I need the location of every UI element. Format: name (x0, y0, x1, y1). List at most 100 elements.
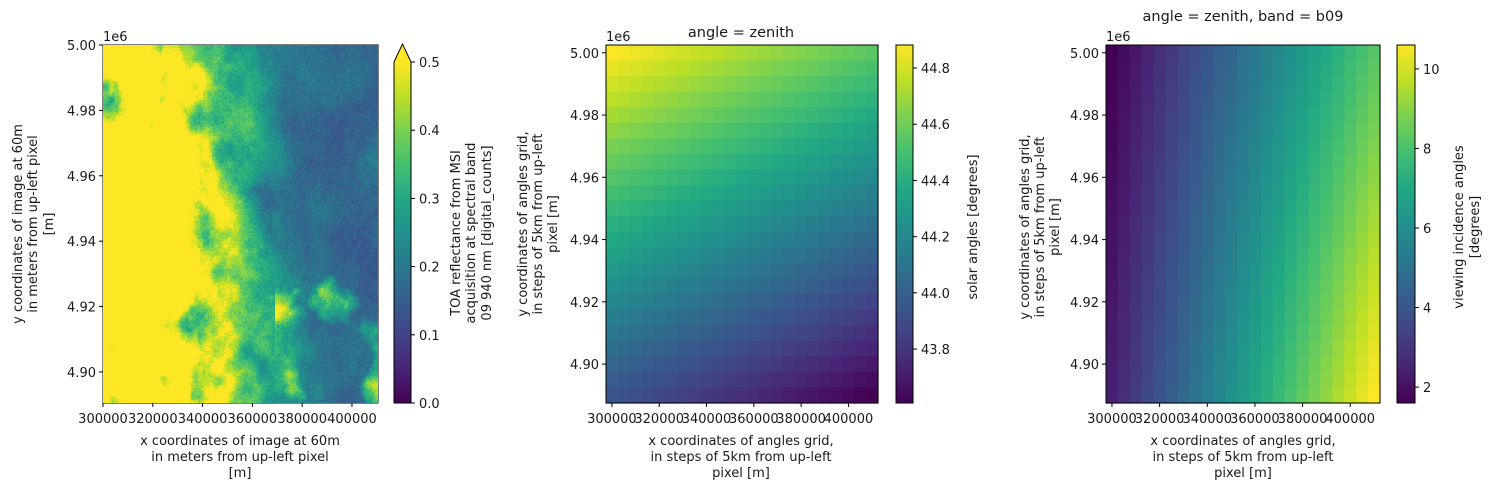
heatmap-cell (665, 122, 678, 139)
heatmap-cell (617, 371, 631, 389)
heatmap-cell (688, 138, 702, 155)
heatmap-cell (1272, 122, 1286, 139)
heatmap-cell (1284, 122, 1298, 139)
heatmap-cell (1213, 325, 1226, 342)
heatmap-cell (1141, 60, 1155, 77)
heatmap-cell (854, 45, 867, 62)
heatmap-cell (688, 216, 702, 233)
x-axis-label: pixel [m] (1214, 466, 1272, 481)
y-axis-label: in meters from up-left pixel (26, 135, 41, 313)
colorbar-label: solar angles [degrees] (966, 154, 981, 299)
heatmap-cell (1153, 247, 1167, 264)
heatmap-cell (818, 200, 832, 217)
heatmap-cell (1177, 60, 1190, 77)
heatmap-cell (1308, 138, 1322, 155)
heatmap-cell (795, 200, 808, 217)
heatmap-cell (759, 76, 773, 93)
heatmap-cell (712, 309, 725, 326)
heatmap-cell (1177, 231, 1190, 248)
y-tick-label: 4.94 (67, 235, 96, 250)
colorbar-label: TOA reflectance from MSI (449, 150, 464, 317)
heatmap-cell (818, 325, 832, 342)
y-tick-label: 4.98 (570, 109, 599, 124)
heatmap-cell (1272, 200, 1286, 217)
heatmap-cell (1141, 294, 1155, 311)
heatmap-cell (736, 356, 749, 373)
heatmap-cell (1320, 107, 1333, 124)
heatmap-cell (759, 278, 773, 295)
heatmap-cell (1141, 122, 1155, 139)
heatmap-cell (1213, 76, 1226, 93)
heatmap-cell (1189, 76, 1202, 93)
heatmap-cell (712, 247, 725, 264)
heatmap-cell (1368, 45, 1381, 62)
heatmap-cell (629, 153, 643, 171)
heatmap-cell (1272, 91, 1286, 108)
heatmap-cell (688, 76, 702, 93)
heatmap-cell (1189, 169, 1202, 186)
heatmap-cell (1308, 356, 1322, 373)
heatmap-cell (724, 340, 737, 357)
heatmap-cell (818, 216, 832, 233)
heatmap-cell (1225, 60, 1238, 77)
heatmap-cell (1356, 45, 1369, 62)
heatmap-cell (1213, 262, 1226, 280)
heatmap-cell (1213, 91, 1226, 108)
heatmap-cell (1117, 356, 1131, 373)
x-axis-label: pixel [m] (712, 466, 770, 481)
heatmap-cell (1368, 107, 1381, 124)
heatmap-cell (1225, 231, 1238, 248)
heatmap-cell (1106, 45, 1119, 62)
x-axis-label: x coordinates of angles grid, (648, 434, 833, 449)
heatmap-cell (724, 247, 737, 264)
heatmap-cell (653, 216, 666, 233)
heatmap-cell (807, 107, 820, 124)
heatmap-cell (1332, 185, 1345, 202)
heatmap-cell (866, 45, 879, 62)
heatmap-cell (759, 356, 773, 373)
heatmap-cell (1332, 138, 1345, 155)
heatmap-cell (795, 45, 808, 62)
heatmap-cell (617, 325, 631, 342)
heatmap-cell (1248, 231, 1262, 248)
heatmap-cell (653, 45, 666, 62)
heatmap-cell (1189, 294, 1202, 311)
heatmap-cell (1129, 138, 1143, 155)
heatmap-cell (665, 138, 678, 155)
heatmap-cell (606, 60, 619, 77)
heatmap-cell (1225, 216, 1238, 233)
heatmap-cell (1225, 356, 1238, 373)
heatmap-cell (759, 262, 773, 280)
heatmap-cell (818, 60, 832, 77)
colorbar-tick-label: 0.5 (419, 56, 440, 71)
heatmap-cell (1260, 200, 1274, 217)
heatmap-cell (747, 138, 761, 155)
heatmap-cell (818, 309, 832, 326)
x-tick-label: 300000 (1087, 412, 1137, 427)
heatmap-cell (1368, 231, 1381, 248)
heatmap-cell (1284, 247, 1298, 264)
heatmap-cell (736, 278, 749, 295)
heatmap-cell (747, 91, 761, 108)
heatmap-cell (1165, 294, 1179, 311)
heatmap-cell (1296, 231, 1310, 248)
heatmap-cell (665, 216, 678, 233)
heatmap-cell (1356, 371, 1369, 389)
heatmap-cell (1237, 231, 1250, 248)
heatmap-cell (641, 371, 654, 389)
heatmap-cell (1141, 325, 1155, 342)
heatmap-cell (1141, 262, 1155, 280)
heatmap-cell (641, 60, 654, 77)
heatmap-cell (1284, 60, 1298, 77)
heatmap-cell (676, 309, 690, 326)
colorbar-gradient (1397, 45, 1415, 403)
heatmap-cell (1201, 200, 1214, 217)
heatmap-cell (1177, 340, 1190, 357)
heatmap-cell (724, 231, 737, 248)
heatmap-cell (783, 247, 796, 264)
heatmap-cell (1165, 216, 1179, 233)
heatmap-cell (830, 247, 844, 264)
heatmap-cell (1296, 138, 1310, 155)
x-tick-label: 300000 (587, 412, 637, 427)
heatmap-cell (771, 76, 784, 93)
